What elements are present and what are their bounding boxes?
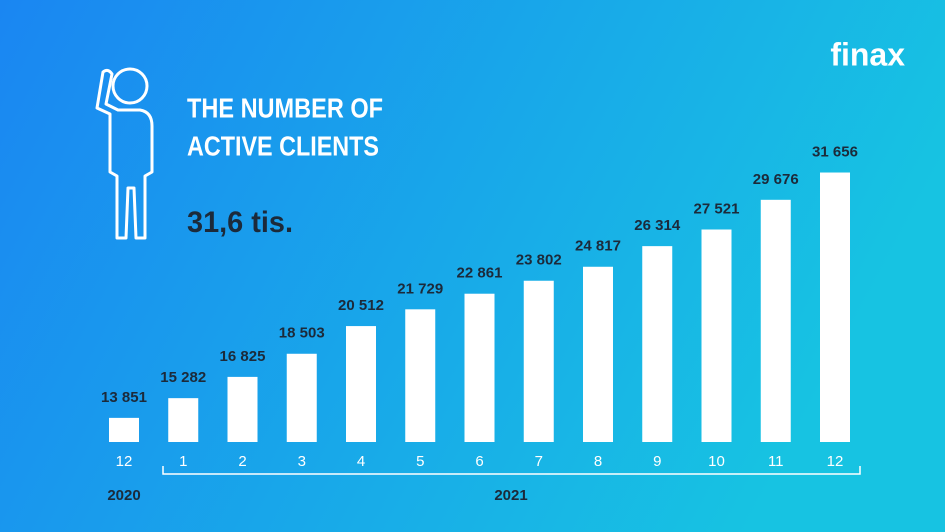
x-tick-label: 1 — [179, 453, 187, 470]
x-tick-label: 9 — [653, 453, 661, 470]
bar — [464, 293, 495, 442]
x-tick-label: 2 — [238, 453, 246, 470]
bar — [109, 417, 139, 442]
bar — [701, 229, 732, 442]
bar — [642, 246, 673, 442]
value-label: 29 676 — [753, 171, 799, 188]
value-label: 16 825 — [220, 348, 266, 365]
x-tick-label: 6 — [475, 453, 483, 470]
value-label: 22 861 — [457, 265, 503, 282]
value-label: 18 503 — [279, 325, 325, 342]
logo: finax — [830, 36, 905, 72]
bar — [405, 309, 436, 442]
x-tick-label: 12 — [827, 453, 844, 470]
value-label: 15 282 — [160, 369, 206, 386]
x-tick-label: 7 — [535, 453, 543, 470]
year-label: 2021 — [494, 487, 527, 504]
bar — [820, 172, 850, 442]
bar — [168, 398, 199, 442]
chart-title: ACTIVE CLIENTS — [187, 130, 379, 161]
x-tick-label: 5 — [416, 453, 424, 470]
x-tick-label: 12 — [116, 453, 133, 470]
bar — [523, 280, 554, 442]
year-bracket — [162, 466, 861, 475]
value-label: 21 729 — [397, 280, 443, 297]
value-label: 23 802 — [516, 252, 562, 269]
value-label: 27 521 — [694, 200, 740, 217]
bar — [227, 376, 258, 442]
x-tick-label: 3 — [298, 453, 306, 470]
value-label: 24 817 — [575, 238, 621, 255]
x-tick-label: 10 — [708, 453, 725, 470]
bar — [583, 266, 613, 442]
x-tick-label: 8 — [594, 453, 602, 470]
value-label: 31 656 — [812, 143, 858, 160]
x-tick-label: 11 — [768, 453, 784, 470]
person-icon — [95, 67, 154, 240]
bar — [286, 353, 317, 442]
value-label: 20 512 — [338, 297, 384, 314]
subtitle: 31,6 tis. — [187, 206, 293, 239]
x-tick-label: 4 — [357, 453, 365, 470]
value-label: 26 314 — [634, 217, 681, 234]
chart-title: THE NUMBER OF — [187, 92, 383, 123]
value-label: 13 851 — [101, 389, 147, 406]
year-label: 2020 — [107, 487, 140, 504]
bar — [760, 199, 791, 442]
bar — [346, 326, 376, 442]
